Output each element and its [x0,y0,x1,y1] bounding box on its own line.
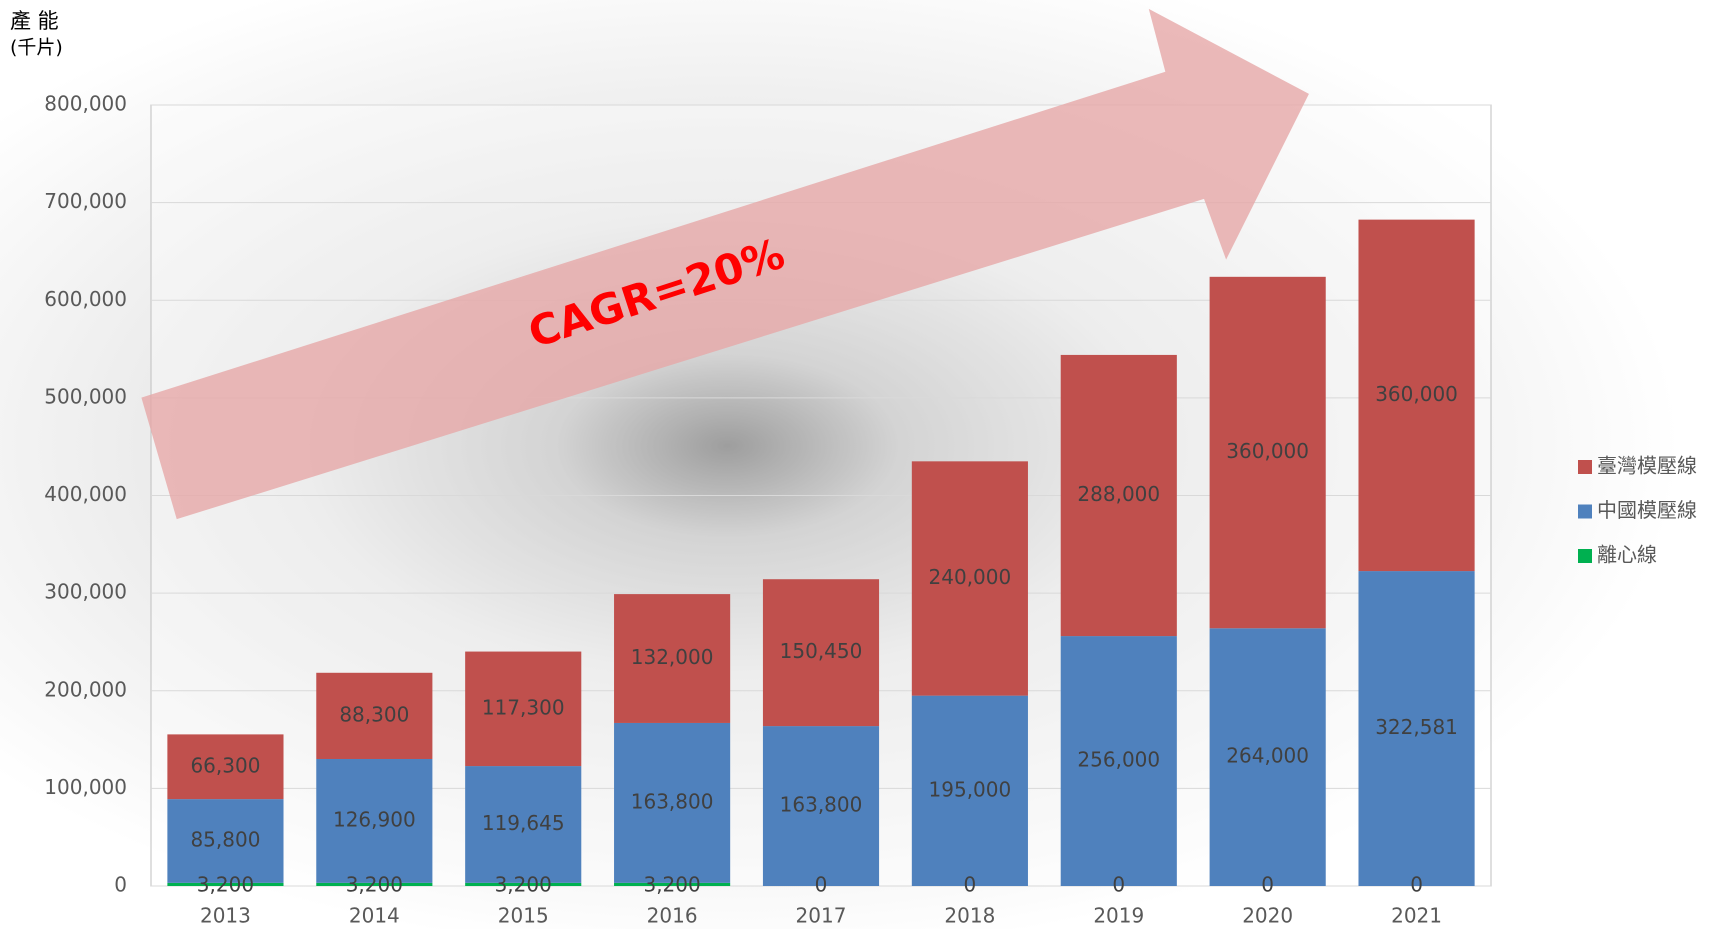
x-tick-label: 2018 [944,904,995,928]
legend-swatch [1578,504,1592,519]
y-tick-label: 0 [114,873,127,897]
bar-segment [465,651,582,767]
legend-swatch [1578,460,1592,474]
data-label: 256,000 [1077,748,1160,772]
data-label: 240,000 [929,565,1012,589]
y-tick-label: 700,000 [44,189,127,213]
y-tick-label: 100,000 [44,775,127,799]
data-label: 264,000 [1226,744,1309,768]
bar-segment [167,734,284,800]
data-label: 0 [815,873,828,897]
x-tick-label: 2016 [647,904,698,928]
bar-segment [1209,276,1326,629]
data-label: 163,800 [631,789,714,813]
bar-segment [465,882,582,886]
data-label: 322,581 [1375,715,1458,739]
bar-segment [1060,636,1177,886]
bar-segment [911,695,1028,886]
bar-segment [167,799,284,883]
legend-label: 臺灣模壓線 [1597,454,1697,478]
bar-segment [316,758,433,883]
data-label: 3,200 [346,873,403,897]
x-tick-label: 2017 [796,904,847,928]
legend-swatch [1578,549,1592,563]
data-label: 163,800 [780,793,863,817]
bar-segment [465,766,582,883]
data-label: 66,300 [190,753,260,777]
bar-segment [614,882,731,886]
growth-arrow [141,8,1309,520]
bar-segment [614,594,731,723]
data-label: 360,000 [1226,439,1309,463]
data-label: 3,200 [495,873,552,897]
data-label: 150,450 [780,639,863,663]
legend-label: 中國模壓線 [1597,498,1697,522]
data-label: 360,000 [1375,382,1458,406]
bar-segment [1358,219,1475,572]
y-tick-label: 300,000 [44,580,127,604]
bar-segment [316,672,433,759]
bar-segment [762,726,880,886]
bar-segment [1060,354,1177,637]
x-tick-label: 2014 [349,904,400,928]
data-label: 117,300 [482,695,565,719]
data-label: 288,000 [1077,482,1160,506]
x-tick-label: 2020 [1242,904,1293,928]
data-label: 195,000 [929,777,1012,801]
bar-segment [316,882,433,886]
y-tick-label: 600,000 [44,287,127,311]
x-tick-label: 2021 [1391,904,1442,928]
x-tick-label: 2013 [200,904,251,928]
bar-segment [167,882,284,886]
bar-segment [1209,628,1326,886]
bar-segment [1358,571,1475,886]
data-label: 0 [1261,873,1274,897]
y-axis-label: 產 能 [10,9,59,33]
data-label: 132,000 [631,645,714,669]
y-tick-label: 800,000 [44,92,127,116]
data-label: 88,300 [339,702,409,726]
data-label: 126,900 [333,807,416,831]
data-label: 3,200 [643,873,700,897]
data-label: 0 [1112,873,1125,897]
bar-segment [762,579,880,727]
data-label: 3,200 [197,873,254,897]
y-tick-label: 200,000 [44,677,127,701]
data-label: 0 [1410,873,1423,897]
x-tick-label: 2019 [1093,904,1144,928]
legend-label: 離心線 [1597,543,1657,567]
y-tick-label: 400,000 [44,482,127,506]
y-tick-label: 500,000 [44,384,127,408]
y-axis-unit: (千片) [10,37,63,59]
x-tick-label: 2015 [498,904,549,928]
data-label: 119,645 [482,811,565,835]
bar-segment [614,722,731,883]
data-label: 0 [964,873,977,897]
bar-segment [911,461,1028,696]
data-label: 85,800 [190,827,260,851]
